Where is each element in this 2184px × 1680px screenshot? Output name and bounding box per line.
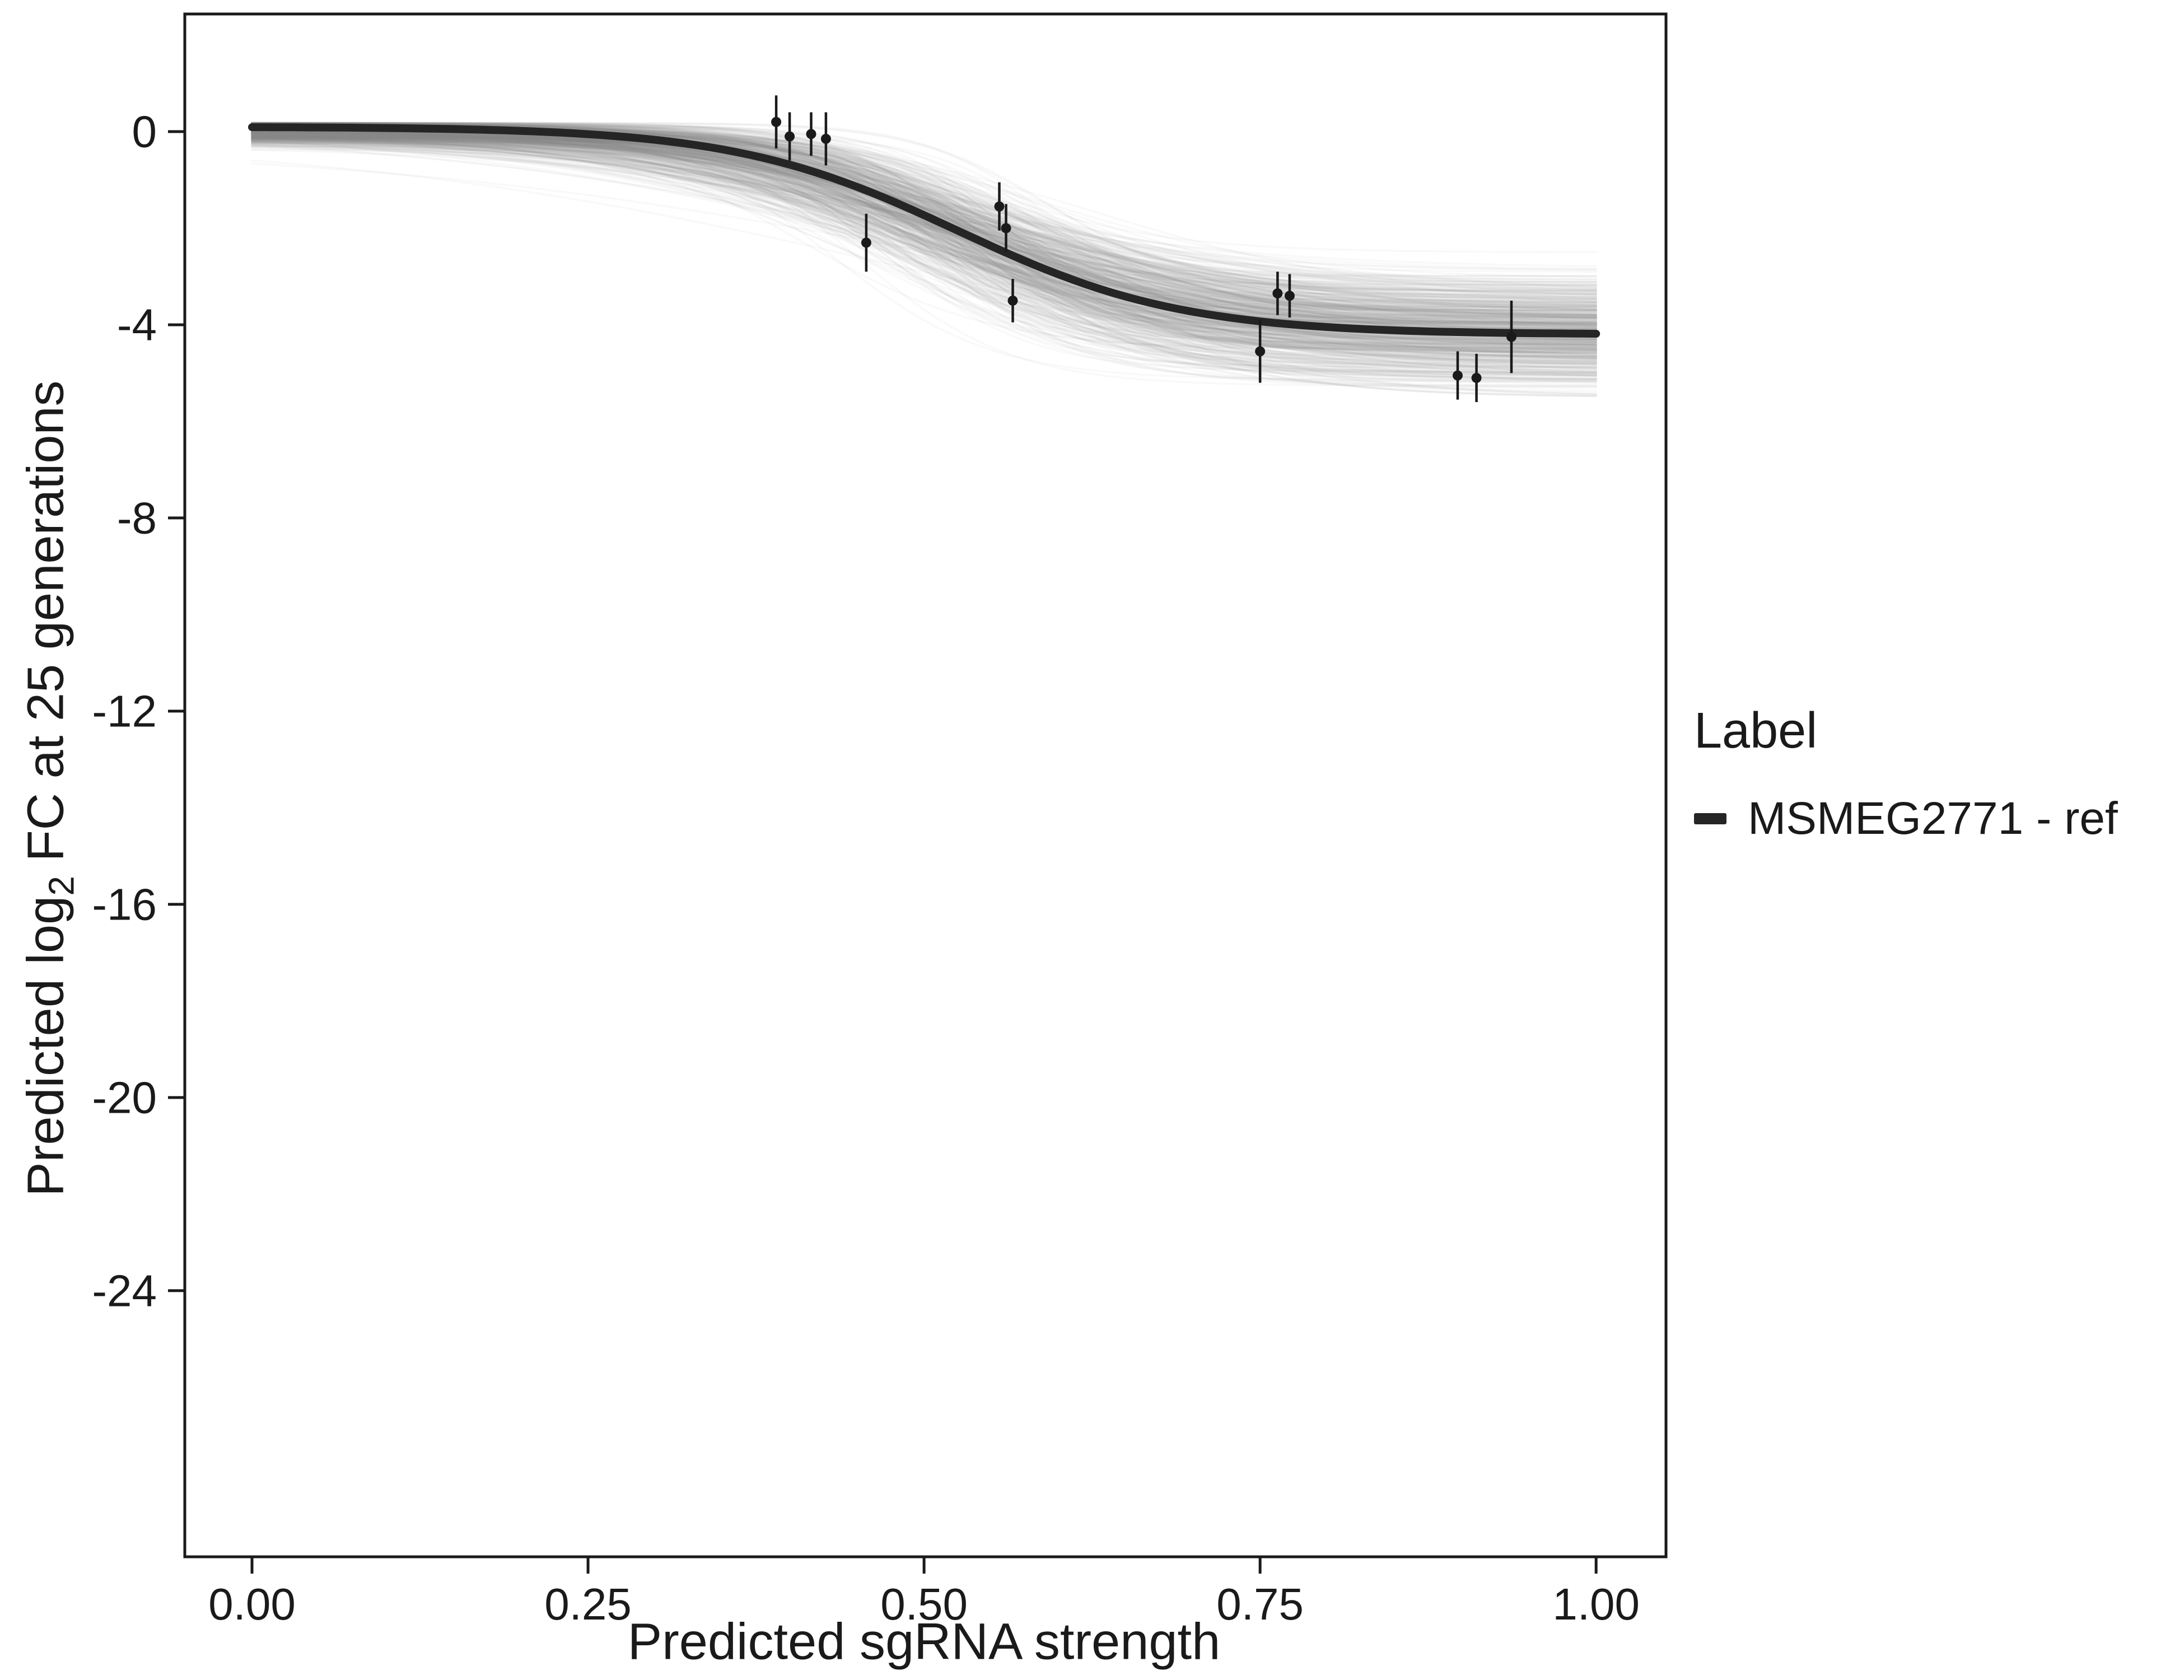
y-axis-title-post: FC at 25 generations	[17, 380, 74, 876]
data-point	[1007, 295, 1018, 306]
x-tick-label: 0.75	[1216, 1579, 1304, 1629]
legend-key-swatch	[1694, 813, 1726, 824]
legend-entry: MSMEG2771 - ref	[1694, 792, 2118, 845]
x-tick-label: 0.50	[880, 1579, 968, 1629]
x-axis-ticks: 0.00 0.25 0.50 0.75 1.00	[208, 1557, 1640, 1629]
y-tick-label: -4	[117, 300, 157, 350]
y-axis-title-pre: Predicted log	[17, 895, 74, 1197]
fit-curve	[248, 123, 1600, 338]
y-tick-label: -8	[117, 493, 157, 543]
y-tick-label: -24	[92, 1266, 157, 1315]
x-tick-label: 0.00	[208, 1579, 296, 1629]
data-point	[806, 129, 816, 139]
data-point	[1452, 370, 1463, 381]
data-point	[771, 116, 782, 127]
y-axis-ticks: 0 -4 -8 -12 -16 -20 -24	[92, 107, 185, 1315]
ensemble-curves	[251, 122, 1597, 398]
y-tick-label: -20	[92, 1072, 157, 1122]
data-point	[1272, 288, 1283, 298]
legend-title: Label	[1694, 703, 1818, 759]
x-tick-label: 0.25	[544, 1579, 632, 1629]
data-point	[861, 237, 871, 248]
data-point	[820, 133, 831, 144]
data-point	[1001, 223, 1011, 234]
legend-entry-label: MSMEG2771 - ref	[1748, 792, 2118, 844]
y-tick-label: -16	[92, 879, 157, 929]
data-point	[785, 131, 795, 142]
y-axis-title: Predicted log2 FC at 25 generations	[16, 380, 82, 1196]
data-point	[1506, 332, 1516, 342]
legend: Label MSMEG2771 - ref	[1694, 704, 2118, 845]
y-tick-label: 0	[132, 107, 157, 157]
data-point	[994, 201, 1005, 212]
data-point	[1284, 291, 1295, 301]
data-point	[1255, 346, 1266, 357]
data-points	[771, 95, 1516, 402]
x-axis-title: Predicted sgRNA strength	[627, 1613, 1221, 1670]
y-axis-title-sub: 2	[41, 876, 82, 896]
data-point	[1471, 372, 1482, 383]
y-tick-label: -12	[92, 687, 157, 736]
x-tick-label: 1.00	[1552, 1579, 1640, 1629]
